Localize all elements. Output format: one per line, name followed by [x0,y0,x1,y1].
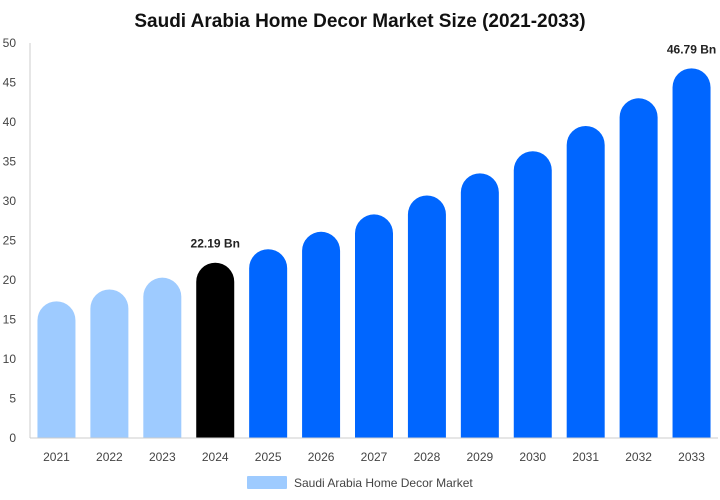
y-tick-label: 20 [3,273,17,287]
y-tick-label: 45 [3,76,17,90]
y-tick-label: 25 [3,234,17,248]
bar-2027 [355,214,393,438]
x-tick-label: 2030 [519,450,546,464]
legend: Saudi Arabia Home Decor Market [247,476,473,490]
y-tick-label: 50 [3,36,17,50]
x-tick-label: 2028 [414,450,441,464]
y-tick-label: 40 [3,115,17,129]
x-tick-label: 2026 [308,450,335,464]
x-tick-label: 2032 [625,450,652,464]
bar-2025 [249,249,288,438]
bar-2029 [460,173,499,438]
legend-swatch [247,476,287,489]
bar-2024 [196,262,235,438]
data-label: 22.19 Bn [191,237,240,251]
bar-2030 [513,151,552,439]
bar-2031 [566,125,605,438]
x-axis: 2021 2022 2023 2024 2025 2026 2027 2028 2029 2030… [30,437,718,464]
bar-2023 [143,277,182,438]
x-tick-label: 2021 [43,450,70,464]
x-tick-label: 2027 [361,450,388,464]
bar-2022 [90,289,129,438]
y-tick-label: 35 [3,155,17,169]
y-tick-label: 0 [9,431,16,445]
x-tick-label: 2031 [572,450,599,464]
bar-2021 [37,301,76,438]
x-tick-label: 2022 [96,450,123,464]
bar-2033 [672,68,711,438]
y-tick-label: 10 [3,352,17,366]
bar-2026 [302,231,341,438]
y-axis: 0 5 10 15 20 25 30 35 40 45 50 [3,36,31,445]
y-tick-label: 15 [3,313,17,327]
x-tick-label: 2033 [678,450,705,464]
bar-2028 [407,195,446,438]
x-tick-label: 2029 [466,450,493,464]
data-label: 46.79 Bn [667,42,716,56]
y-tick-label: 5 [9,392,16,406]
legend-label: Saudi Arabia Home Decor Market [294,476,473,490]
x-tick-label: 2024 [202,450,229,464]
bar-2032 [619,98,658,438]
data-labels: 22.19 Bn 46.79 Bn [191,42,717,250]
x-tick-label: 2025 [255,450,282,464]
chart-title: Saudi Arabia Home Decor Market Size (202… [134,11,585,32]
x-tick-label: 2023 [149,450,176,464]
bars [37,68,711,439]
y-tick-label: 30 [3,194,17,208]
